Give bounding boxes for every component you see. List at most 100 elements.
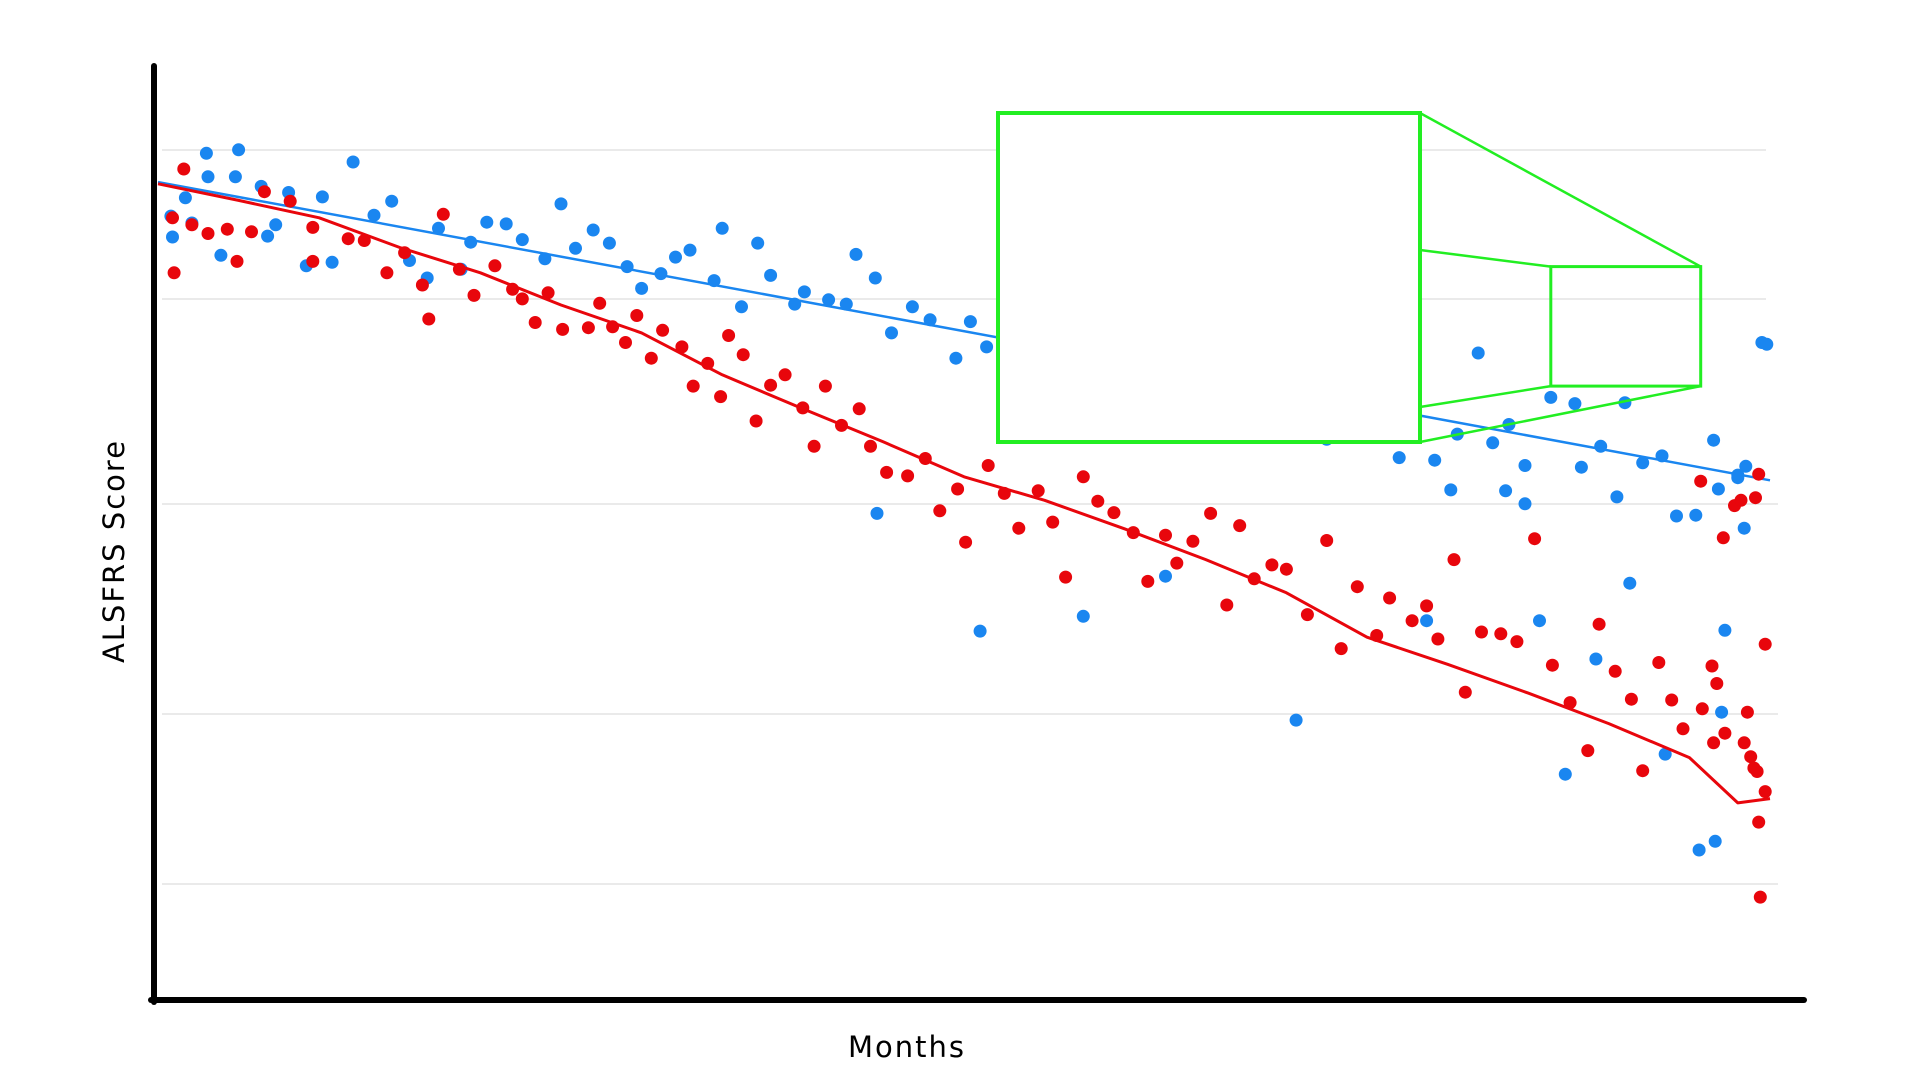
data-point xyxy=(488,259,502,273)
data-point xyxy=(1444,483,1458,497)
data-point xyxy=(764,378,778,392)
data-point xyxy=(1692,843,1706,857)
data-point xyxy=(541,286,555,300)
data-point xyxy=(602,236,616,250)
data-point xyxy=(166,230,179,244)
data-point xyxy=(554,197,568,211)
data-point xyxy=(951,482,965,496)
data-point xyxy=(415,278,429,292)
data-point xyxy=(436,207,450,221)
data-point xyxy=(586,223,600,237)
data-point xyxy=(1558,767,1572,781)
data-point xyxy=(864,439,877,453)
data-point xyxy=(736,348,750,362)
data-point xyxy=(839,297,853,311)
data-point xyxy=(325,255,339,269)
data-point xyxy=(849,247,863,261)
data-point xyxy=(269,218,283,232)
data-point xyxy=(751,236,765,250)
data-point xyxy=(1107,506,1121,520)
data-point xyxy=(749,414,763,428)
data-point xyxy=(669,250,682,264)
data-point xyxy=(385,194,399,208)
data-point xyxy=(1405,614,1419,628)
zoom-connector-line xyxy=(1419,384,1551,409)
data-point xyxy=(1076,609,1090,623)
data-point xyxy=(257,185,271,199)
data-point xyxy=(228,170,242,184)
data-point xyxy=(1518,497,1532,511)
zoom-connectors xyxy=(1419,111,1703,444)
data-point xyxy=(1758,637,1772,651)
zoom-source-region xyxy=(1549,265,1703,388)
data-point xyxy=(422,312,436,326)
data-point xyxy=(1689,508,1703,522)
data-point xyxy=(1091,494,1105,508)
data-point xyxy=(1749,491,1762,505)
data-point xyxy=(656,323,670,337)
data-point xyxy=(1581,744,1595,758)
data-point xyxy=(569,241,582,255)
data-point xyxy=(1711,482,1725,496)
data-point xyxy=(1652,656,1666,669)
data-point xyxy=(1170,556,1184,570)
data-point xyxy=(1059,570,1073,584)
data-point xyxy=(1744,750,1758,764)
data-point xyxy=(735,300,748,314)
data-point xyxy=(1636,456,1650,470)
data-point xyxy=(933,504,947,518)
data-point xyxy=(1494,627,1508,641)
data-point xyxy=(1694,474,1708,488)
data-point xyxy=(480,215,494,229)
data-point xyxy=(959,535,973,549)
data-point xyxy=(1705,659,1719,673)
data-point xyxy=(880,465,894,479)
data-point xyxy=(1431,632,1445,646)
data-point xyxy=(467,288,481,302)
data-point xyxy=(822,293,836,307)
data-point xyxy=(1707,736,1721,750)
data-point xyxy=(315,190,329,204)
data-point xyxy=(1718,623,1732,637)
data-point xyxy=(1715,705,1729,719)
zoom-connector-line xyxy=(1419,248,1551,268)
data-point xyxy=(1012,521,1026,535)
data-point xyxy=(1545,658,1559,672)
data-point xyxy=(306,254,320,268)
data-point xyxy=(1658,747,1672,761)
data-point xyxy=(635,281,649,295)
data-point xyxy=(581,321,595,335)
data-point xyxy=(1392,451,1406,465)
data-point xyxy=(901,469,915,483)
data-point xyxy=(1486,436,1500,450)
data-point xyxy=(167,266,181,280)
data-point xyxy=(341,232,355,246)
data-point xyxy=(1737,736,1751,750)
data-point xyxy=(214,248,228,262)
data-point xyxy=(870,506,884,520)
data-point xyxy=(528,316,542,329)
axes xyxy=(148,63,1807,1005)
data-point xyxy=(1740,705,1754,719)
zoom-inset-background xyxy=(998,113,1420,442)
data-point xyxy=(1752,467,1766,481)
data-point xyxy=(201,227,215,240)
data-point xyxy=(357,234,371,247)
data-point xyxy=(1518,459,1532,472)
data-point xyxy=(464,235,478,249)
data-point xyxy=(1320,534,1334,547)
data-point xyxy=(1753,890,1767,904)
trend-line xyxy=(157,182,1771,805)
data-point xyxy=(1737,521,1751,535)
data-point xyxy=(1076,470,1090,484)
data-point xyxy=(1220,598,1234,612)
data-point xyxy=(1708,834,1722,848)
data-point xyxy=(1499,484,1513,498)
data-point xyxy=(1568,397,1582,411)
data-point xyxy=(1141,574,1155,588)
data-point xyxy=(1610,490,1624,504)
data-point xyxy=(380,266,394,280)
data-point xyxy=(1420,614,1434,628)
data-point xyxy=(1428,453,1442,467)
